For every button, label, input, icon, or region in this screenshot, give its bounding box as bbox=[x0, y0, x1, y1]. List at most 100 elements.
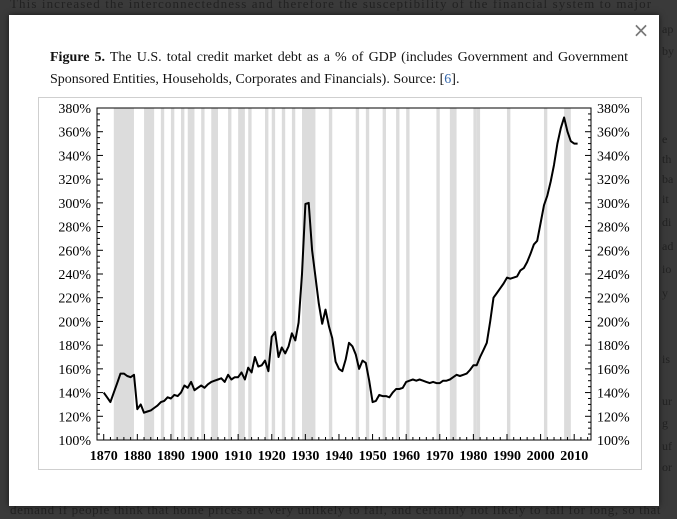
background-fragment: ap bbox=[662, 22, 674, 36]
recession-band bbox=[365, 108, 370, 440]
y-tick-label-right: 380% bbox=[597, 102, 630, 117]
recession-band bbox=[328, 108, 333, 440]
y-tick-label-left: 380% bbox=[58, 102, 91, 117]
y-tick-label-right: 220% bbox=[597, 292, 630, 307]
x-tick-label: 1930 bbox=[291, 449, 319, 464]
y-tick-label-right: 280% bbox=[597, 221, 630, 236]
figure-caption: Figure 5. The U.S. total credit market d… bbox=[50, 47, 628, 91]
debt-gdp-chart: 100% 100% 120% 120% 140% 140% 160% 160% 180% 180%… bbox=[58, 102, 630, 464]
background-fragment: is bbox=[662, 352, 671, 366]
y-tick-label-right: 120% bbox=[597, 410, 630, 425]
y-tick-label-right: 160% bbox=[597, 363, 630, 378]
recession-band bbox=[406, 108, 410, 440]
recession-band bbox=[271, 108, 276, 440]
figure-lightbox: × Figure 5. The U.S. total credit market… bbox=[9, 15, 659, 506]
y-tick-label-right: 240% bbox=[597, 268, 630, 283]
y-tick-label-right: 260% bbox=[597, 244, 630, 259]
recession-band bbox=[160, 108, 165, 440]
chart-frame: 100% 100% 120% 120% 140% 140% 160% 160% 180% 180%… bbox=[38, 97, 642, 470]
x-tick-label: 1950 bbox=[359, 449, 387, 464]
recession-band bbox=[181, 108, 185, 440]
recession-band bbox=[473, 108, 477, 440]
background-fragment: ur bbox=[662, 394, 672, 408]
background-text-top: This increased the interconnectedness an… bbox=[10, 0, 653, 11]
y-tick-label-right: 140% bbox=[597, 387, 630, 402]
recession-band bbox=[170, 108, 175, 440]
recession-band bbox=[564, 108, 571, 440]
background-fragment: di bbox=[662, 215, 672, 229]
y-tick-label-left: 300% bbox=[58, 197, 91, 212]
recession-band bbox=[265, 108, 269, 440]
recession-band bbox=[301, 108, 316, 440]
recession-band bbox=[187, 108, 195, 440]
y-tick-label-left: 240% bbox=[58, 268, 91, 283]
y-tick-label-left: 160% bbox=[58, 363, 91, 378]
recession-band bbox=[238, 108, 245, 440]
x-tick-label: 1920 bbox=[258, 449, 286, 464]
y-tick-label-left: 140% bbox=[58, 387, 91, 402]
close-icon[interactable]: × bbox=[632, 18, 650, 42]
y-tick-label-left: 280% bbox=[58, 221, 91, 236]
recession-band bbox=[144, 108, 155, 440]
background-fragment: g bbox=[662, 416, 668, 430]
x-tick-label: 1900 bbox=[191, 449, 219, 464]
recession-band bbox=[113, 108, 134, 440]
y-tick-label-left: 100% bbox=[58, 434, 91, 449]
background-fragment: uf bbox=[662, 439, 672, 453]
recession-band bbox=[543, 108, 548, 440]
figure-label: Figure 5. bbox=[50, 50, 106, 65]
y-tick-label-right: 180% bbox=[597, 339, 630, 354]
x-tick-label: 1880 bbox=[123, 449, 151, 464]
recession-band bbox=[281, 108, 286, 440]
recession-band bbox=[396, 108, 400, 440]
recession-band bbox=[228, 108, 232, 440]
background-fragment: e bbox=[662, 132, 668, 146]
background-fragment: by bbox=[662, 44, 674, 58]
y-tick-label-right: 360% bbox=[597, 126, 630, 141]
y-tick-label-right: 100% bbox=[597, 434, 630, 449]
background-fragment: ad bbox=[662, 239, 674, 253]
y-tick-label-right: 300% bbox=[597, 197, 630, 212]
background-fragment: th bbox=[662, 152, 672, 166]
y-tick-label-right: 320% bbox=[597, 173, 630, 188]
background-fragment: io bbox=[662, 262, 672, 276]
recession-band bbox=[201, 108, 205, 440]
recession-band bbox=[291, 108, 296, 440]
y-tick-label-left: 360% bbox=[58, 126, 91, 141]
recession-band bbox=[382, 108, 387, 440]
x-tick-label: 1890 bbox=[157, 449, 185, 464]
x-tick-label: 2010 bbox=[560, 449, 588, 464]
x-tick-label: 1970 bbox=[426, 449, 454, 464]
y-tick-label-right: 340% bbox=[597, 149, 630, 164]
background-fragment: or bbox=[662, 460, 672, 474]
background-fragment: ba bbox=[662, 172, 674, 186]
y-tick-label-left: 200% bbox=[58, 315, 91, 330]
recession-band bbox=[211, 108, 218, 440]
y-tick-label-left: 320% bbox=[58, 173, 91, 188]
x-tick-label: 1870 bbox=[90, 449, 118, 464]
x-tick-label: 1960 bbox=[392, 449, 420, 464]
background-fragment: it bbox=[662, 192, 669, 206]
recession-band bbox=[436, 108, 440, 440]
source-reference-link[interactable]: 6 bbox=[444, 72, 452, 87]
x-tick-label: 2000 bbox=[527, 449, 555, 464]
x-tick-label: 1990 bbox=[493, 449, 521, 464]
x-tick-label: 1980 bbox=[459, 449, 487, 464]
y-tick-label-left: 180% bbox=[58, 339, 91, 354]
caption-text-end: ]. bbox=[451, 72, 460, 87]
y-tick-label-left: 340% bbox=[58, 149, 91, 164]
series-line bbox=[102, 116, 578, 414]
caption-text: The U.S. total credit market debt as a %… bbox=[50, 50, 628, 87]
recession-band bbox=[506, 108, 511, 440]
recession-band bbox=[449, 108, 457, 440]
y-tick-label-left: 260% bbox=[58, 244, 91, 259]
recession-band bbox=[248, 108, 252, 440]
y-tick-label-left: 220% bbox=[58, 292, 91, 307]
y-tick-label-right: 200% bbox=[597, 315, 630, 330]
recession-band bbox=[355, 108, 360, 440]
background-fragment: y bbox=[662, 286, 668, 300]
x-tick-label: 1940 bbox=[325, 449, 353, 464]
y-tick-label-left: 120% bbox=[58, 410, 91, 425]
recession-band bbox=[476, 108, 481, 440]
x-tick-label: 1910 bbox=[224, 449, 252, 464]
